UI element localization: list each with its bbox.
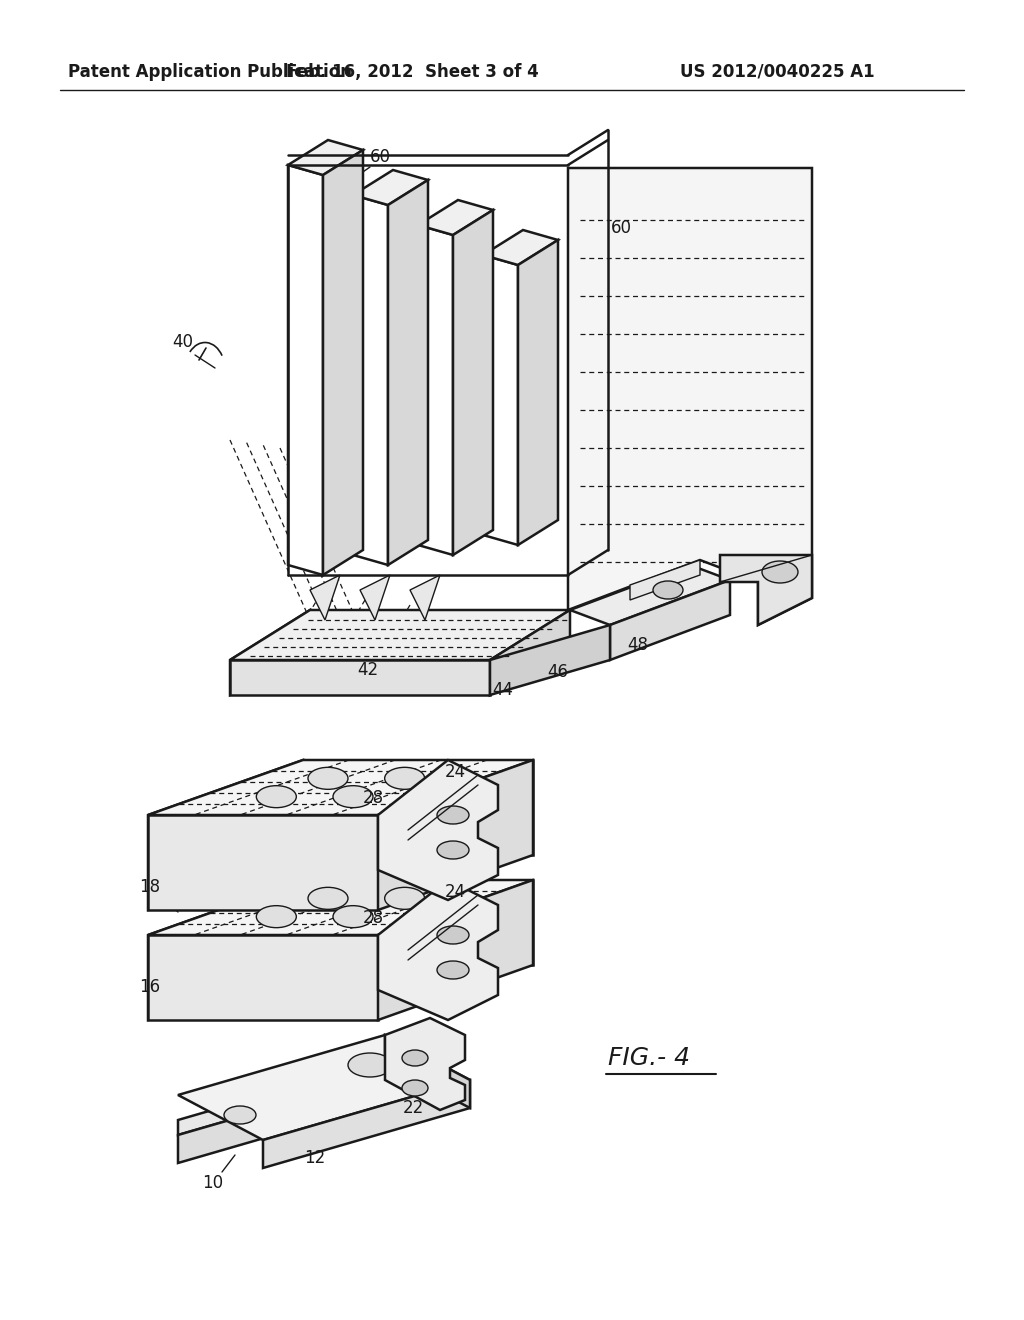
Text: 62: 62 [535, 458, 556, 477]
Polygon shape [720, 554, 812, 624]
Text: 48: 48 [628, 636, 648, 653]
Ellipse shape [402, 1080, 428, 1096]
Polygon shape [378, 880, 498, 1020]
Ellipse shape [385, 767, 425, 789]
Polygon shape [148, 760, 534, 814]
Ellipse shape [437, 807, 469, 824]
Text: 60: 60 [370, 148, 390, 166]
Polygon shape [570, 565, 730, 624]
Polygon shape [630, 560, 700, 601]
Polygon shape [323, 417, 362, 462]
Polygon shape [518, 240, 558, 545]
Polygon shape [483, 230, 558, 265]
Polygon shape [418, 201, 493, 235]
Polygon shape [178, 1035, 470, 1140]
Polygon shape [178, 1060, 385, 1135]
Polygon shape [148, 880, 534, 935]
Polygon shape [453, 210, 493, 554]
Polygon shape [323, 293, 362, 338]
Ellipse shape [256, 785, 296, 808]
Ellipse shape [224, 1106, 256, 1125]
Text: 60: 60 [610, 219, 632, 238]
Polygon shape [388, 180, 428, 565]
Text: 22: 22 [402, 1100, 424, 1117]
Text: 40: 40 [172, 333, 194, 351]
Polygon shape [378, 760, 498, 900]
Ellipse shape [437, 841, 469, 859]
Ellipse shape [308, 887, 348, 909]
Text: 16: 16 [139, 978, 161, 997]
Polygon shape [385, 1018, 465, 1110]
Polygon shape [490, 610, 570, 696]
Polygon shape [388, 421, 428, 466]
Ellipse shape [333, 785, 373, 808]
Text: 28: 28 [362, 909, 384, 927]
Polygon shape [148, 935, 378, 1020]
Polygon shape [288, 165, 323, 576]
Text: FIG.- 4: FIG.- 4 [608, 1045, 690, 1071]
Polygon shape [230, 610, 310, 696]
Ellipse shape [256, 906, 296, 928]
Ellipse shape [348, 1053, 392, 1077]
Polygon shape [353, 195, 388, 565]
Polygon shape [483, 255, 518, 545]
Polygon shape [310, 576, 340, 620]
Ellipse shape [385, 887, 425, 909]
Polygon shape [453, 425, 493, 470]
Ellipse shape [762, 561, 798, 583]
Polygon shape [388, 309, 428, 355]
Ellipse shape [308, 767, 348, 789]
Polygon shape [178, 1074, 385, 1163]
Polygon shape [263, 1080, 470, 1168]
Text: US 2012/0040225 A1: US 2012/0040225 A1 [680, 63, 874, 81]
Polygon shape [610, 579, 730, 660]
Polygon shape [453, 326, 493, 371]
Ellipse shape [653, 581, 683, 599]
Polygon shape [148, 880, 303, 1020]
Polygon shape [418, 224, 453, 554]
Polygon shape [303, 880, 534, 965]
Text: Feb. 16, 2012  Sheet 3 of 4: Feb. 16, 2012 Sheet 3 of 4 [286, 63, 539, 81]
Polygon shape [410, 576, 440, 620]
Polygon shape [568, 168, 812, 624]
Polygon shape [303, 760, 534, 855]
Ellipse shape [402, 1049, 428, 1067]
Polygon shape [323, 150, 362, 576]
Polygon shape [148, 760, 303, 909]
Polygon shape [230, 660, 490, 696]
Text: 44: 44 [493, 681, 513, 700]
Text: 24: 24 [444, 763, 466, 781]
Polygon shape [230, 610, 570, 660]
Ellipse shape [333, 906, 373, 928]
Polygon shape [360, 576, 390, 620]
Text: 28: 28 [362, 789, 384, 807]
Polygon shape [378, 880, 534, 1020]
Ellipse shape [437, 961, 469, 979]
Polygon shape [385, 1035, 470, 1107]
Polygon shape [490, 624, 610, 696]
Text: 12: 12 [304, 1148, 326, 1167]
Text: 46: 46 [548, 663, 568, 681]
Polygon shape [148, 814, 378, 909]
Text: Patent Application Publication: Patent Application Publication [68, 63, 352, 81]
Polygon shape [353, 170, 428, 205]
Text: 42: 42 [357, 661, 379, 678]
Text: 18: 18 [139, 878, 161, 896]
Polygon shape [378, 760, 534, 909]
Ellipse shape [437, 927, 469, 944]
Text: 10: 10 [203, 1173, 223, 1192]
Polygon shape [288, 140, 362, 176]
Text: 24: 24 [444, 883, 466, 902]
